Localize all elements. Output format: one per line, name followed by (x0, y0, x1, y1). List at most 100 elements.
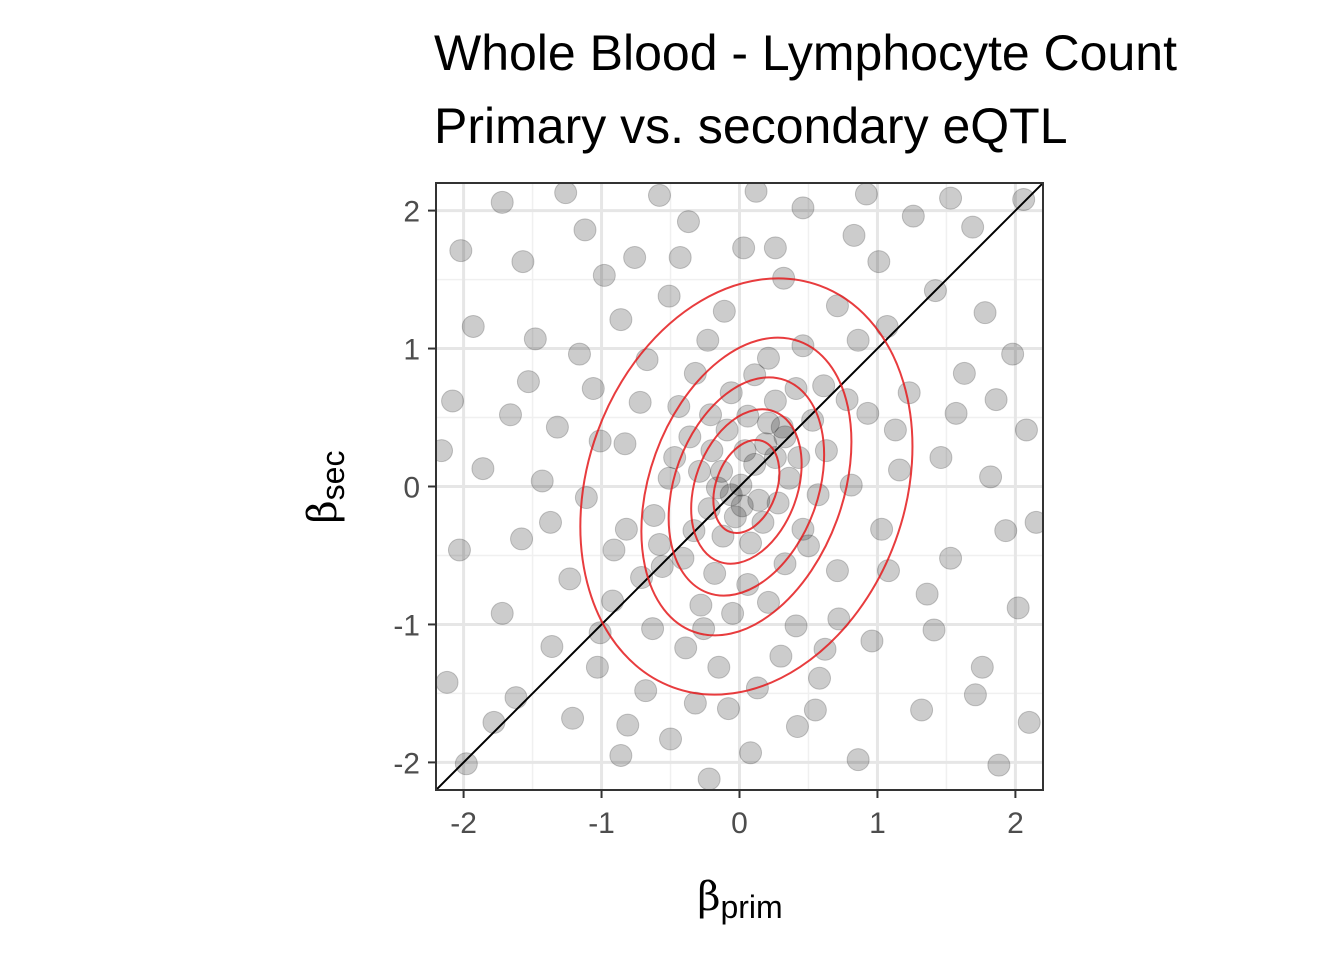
data-point (961, 215, 985, 239)
data-point (601, 589, 625, 613)
data-point (687, 459, 711, 483)
data-point (803, 698, 827, 722)
y-axis-title-main: β (300, 500, 346, 523)
data-point (668, 245, 692, 269)
data-point (897, 381, 921, 405)
data-point (447, 538, 471, 562)
data-point (1006, 596, 1030, 620)
data-point (787, 446, 811, 470)
data-point (490, 601, 514, 625)
data-point (449, 239, 473, 263)
data-point (712, 299, 736, 323)
data-point (929, 446, 953, 470)
x-tick-label: -1 (588, 807, 615, 840)
data-point (870, 517, 894, 541)
data-point (592, 263, 616, 287)
data-point (710, 459, 734, 483)
data-point (436, 439, 454, 463)
data-point (744, 183, 768, 203)
data-point (707, 655, 731, 679)
data-point (963, 683, 987, 707)
data-point (766, 491, 790, 515)
identity-line (436, 183, 1043, 790)
data-point (696, 328, 720, 352)
data-point (854, 183, 878, 206)
data-point (697, 767, 721, 790)
data-point (663, 446, 687, 470)
data-point (867, 250, 891, 274)
data-point (1014, 418, 1038, 442)
x-tick-label: 1 (869, 807, 886, 840)
data-point (987, 753, 1011, 777)
data-point (732, 236, 756, 260)
data-point (763, 446, 787, 470)
data-point (602, 538, 626, 562)
data-point (994, 519, 1018, 543)
data-point (970, 655, 994, 679)
x-axis: -2 -1 0 1 2 (450, 790, 1024, 840)
data-point (922, 618, 946, 642)
data-point (683, 691, 707, 715)
y-tick-label: 1 (403, 334, 420, 367)
data-point (647, 183, 671, 207)
data-point (756, 346, 780, 370)
data-point (539, 510, 563, 534)
chart-subtitle: Primary vs. secondary eQTL (434, 98, 1068, 154)
data-point (561, 706, 585, 730)
data-point (827, 607, 851, 631)
data-point (730, 494, 754, 518)
data-point (700, 439, 724, 463)
data-point (657, 284, 681, 308)
data-point (1001, 342, 1025, 366)
data-point (498, 403, 522, 427)
x-axis-title-main: β (697, 874, 720, 920)
data-point (888, 458, 912, 482)
data-point (436, 670, 459, 694)
density-contour (712, 438, 781, 535)
y-tick-label: -2 (393, 747, 420, 780)
data-point (511, 250, 535, 274)
data-point (1012, 188, 1036, 212)
data-point (751, 510, 775, 534)
reference-layer (436, 183, 1043, 790)
y-tick-label: 2 (403, 196, 420, 229)
data-point (785, 715, 809, 739)
data-point (674, 636, 698, 660)
data-point (683, 361, 707, 385)
density-contour (690, 408, 803, 565)
density-contour (667, 376, 826, 597)
data-point (756, 411, 780, 435)
data-point (716, 697, 740, 721)
data-point (901, 204, 925, 228)
data-point (574, 486, 598, 510)
density-contour (640, 336, 853, 637)
data-point (944, 401, 968, 425)
data-point (490, 190, 514, 214)
y-axis-title-sub: sec (315, 451, 351, 501)
data-point (642, 503, 666, 527)
data-point (715, 418, 739, 442)
data-point (588, 429, 612, 453)
data-point (952, 361, 976, 385)
data-point (614, 517, 638, 541)
data-point (641, 617, 665, 641)
data-point (723, 505, 747, 529)
data-point (530, 469, 554, 493)
x-tick-label: -2 (450, 807, 477, 840)
data-point (1017, 710, 1041, 734)
data-point (984, 388, 1008, 412)
density-contour (579, 277, 914, 696)
data-point (454, 752, 478, 776)
chart-title: Whole Blood - Lymphocyte Count (434, 25, 1177, 81)
density-contour-layer (579, 277, 914, 696)
data-point (915, 582, 939, 606)
data-point (703, 561, 727, 585)
data-point (650, 555, 674, 579)
data-point (613, 432, 637, 456)
data-point (754, 432, 778, 456)
data-point (739, 741, 763, 765)
data-point (504, 686, 528, 710)
data-point (659, 727, 683, 751)
data-point (756, 590, 780, 614)
